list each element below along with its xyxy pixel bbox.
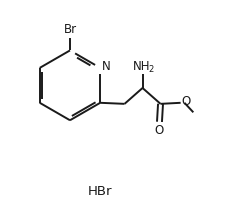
Text: NH: NH bbox=[133, 60, 150, 73]
Text: O: O bbox=[155, 124, 164, 137]
Text: Br: Br bbox=[64, 23, 76, 36]
Text: O: O bbox=[182, 95, 191, 108]
Text: 2: 2 bbox=[148, 65, 153, 74]
Text: N: N bbox=[102, 60, 111, 73]
Text: HBr: HBr bbox=[87, 185, 112, 198]
